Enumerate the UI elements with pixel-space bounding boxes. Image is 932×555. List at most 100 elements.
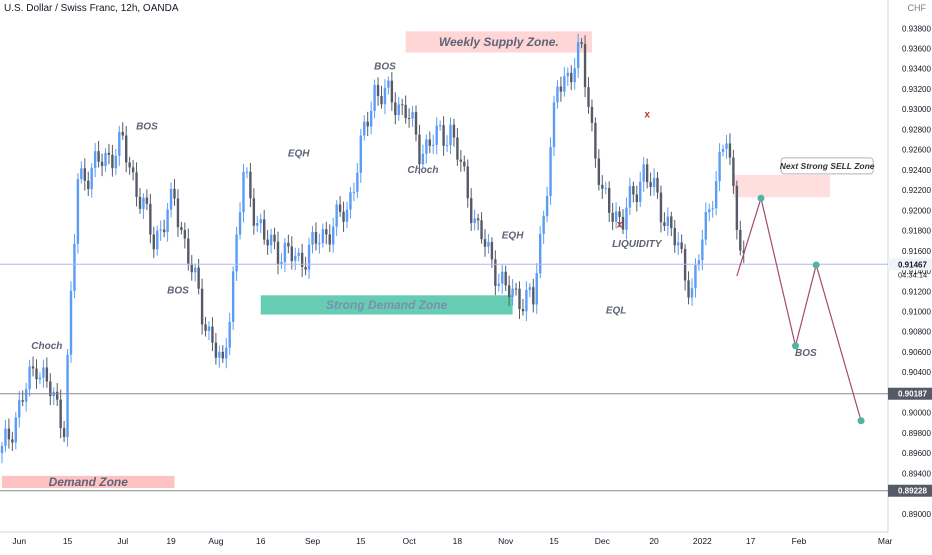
candle-body-14 bbox=[49, 381, 52, 397]
candle-body-113 bbox=[390, 80, 394, 103]
candle-body-152 bbox=[525, 289, 528, 312]
candle-body-109 bbox=[376, 84, 380, 96]
candle-body-119 bbox=[411, 112, 414, 119]
candle-body-136 bbox=[470, 198, 473, 223]
candle-body-189 bbox=[652, 177, 656, 187]
candle-body-92 bbox=[318, 243, 321, 245]
candle-body-209 bbox=[721, 148, 725, 152]
candle-body-80 bbox=[276, 241, 280, 265]
candle-body-101 bbox=[349, 192, 352, 210]
candle-body-77 bbox=[266, 239, 269, 246]
candle-body-192 bbox=[663, 222, 666, 227]
candle-body-6 bbox=[21, 400, 24, 402]
candle-body-75 bbox=[259, 219, 262, 223]
x-tick-10: Nov bbox=[498, 536, 514, 546]
candle-body-42 bbox=[145, 197, 149, 204]
zone-2 bbox=[405, 31, 592, 53]
zone-label-2: Weekly Supply Zone. bbox=[439, 35, 559, 49]
candle-body-68 bbox=[235, 234, 238, 272]
candle-body-61 bbox=[211, 326, 214, 343]
zone-label-0: Demand Zone bbox=[49, 475, 129, 489]
candle-body-195 bbox=[673, 228, 676, 246]
candle-body-54 bbox=[187, 238, 190, 264]
candle-body-82 bbox=[283, 242, 287, 263]
candle-body-135 bbox=[466, 166, 469, 199]
candle-body-107 bbox=[369, 110, 373, 127]
candle-body-187 bbox=[645, 164, 649, 183]
candle-body-56 bbox=[194, 267, 197, 273]
candle-body-190 bbox=[656, 177, 659, 193]
candle-body-58 bbox=[200, 288, 204, 325]
annotation-2: BOS bbox=[167, 285, 189, 296]
candle-body-167 bbox=[576, 42, 580, 69]
candle-body-74 bbox=[256, 222, 259, 226]
candle-body-65 bbox=[225, 347, 228, 359]
candle-body-40 bbox=[138, 196, 142, 209]
candle-body-213 bbox=[735, 185, 739, 230]
y-tick-22: 0.89400 bbox=[902, 469, 931, 478]
candle-body-130 bbox=[449, 124, 452, 146]
candle-body-154 bbox=[532, 287, 535, 305]
candle-body-178 bbox=[614, 211, 618, 222]
candle-body-125 bbox=[432, 144, 435, 146]
candle-body-146 bbox=[504, 271, 507, 286]
candle-body-44 bbox=[152, 234, 155, 250]
candle-body-151 bbox=[521, 309, 525, 312]
candle-body-186 bbox=[642, 164, 645, 182]
candle-body-212 bbox=[732, 157, 735, 186]
candle-body-36 bbox=[125, 135, 128, 163]
y-tick-1: 0.93600 bbox=[902, 45, 931, 54]
candle-body-31 bbox=[107, 152, 111, 155]
y-tick-15: 0.90800 bbox=[902, 328, 931, 337]
candle-body-176 bbox=[608, 188, 611, 213]
annotation-4: BOS bbox=[374, 62, 396, 73]
callout-box bbox=[780, 157, 874, 175]
candle-body-170 bbox=[587, 87, 590, 107]
candle-body-10 bbox=[35, 368, 38, 380]
candle-body-122 bbox=[421, 153, 425, 165]
candle-body-185 bbox=[639, 181, 642, 202]
candle-body-89 bbox=[307, 244, 311, 270]
candle-body-137 bbox=[473, 218, 476, 223]
y-tick-13: 0.91200 bbox=[902, 287, 931, 296]
y-tick-7: 0.92400 bbox=[902, 166, 931, 175]
candle-body-112 bbox=[387, 80, 390, 88]
candle-body-72 bbox=[249, 171, 252, 199]
candle-body-126 bbox=[435, 125, 438, 145]
candle-body-100 bbox=[345, 209, 349, 222]
candle-body-157 bbox=[542, 215, 545, 234]
candle-body-193 bbox=[666, 216, 670, 227]
candle-body-78 bbox=[269, 234, 273, 246]
candle-body-45 bbox=[156, 230, 159, 250]
x-tick-7: 15 bbox=[356, 536, 366, 546]
candle-body-143 bbox=[494, 259, 497, 286]
x-tick-15: 17 bbox=[746, 536, 756, 546]
x-tick-14: 2022 bbox=[693, 536, 712, 546]
candle-body-8 bbox=[28, 366, 31, 390]
projection-dot-3 bbox=[857, 417, 865, 425]
candle-body-134 bbox=[463, 161, 466, 167]
candle-body-99 bbox=[342, 211, 345, 222]
candle-body-118 bbox=[407, 118, 411, 120]
candle-body-133 bbox=[459, 159, 463, 162]
candle-body-28 bbox=[97, 151, 100, 162]
candle-body-51 bbox=[176, 198, 180, 228]
candle-body-131 bbox=[452, 124, 456, 138]
candle-body-214 bbox=[739, 229, 742, 251]
candle-body-177 bbox=[611, 212, 614, 222]
candle-body-48 bbox=[166, 209, 169, 233]
candle-body-124 bbox=[428, 139, 431, 146]
candle-body-159 bbox=[549, 147, 552, 196]
candle-body-55 bbox=[190, 263, 193, 273]
candle-body-174 bbox=[601, 184, 604, 189]
candle-body-116 bbox=[401, 104, 404, 106]
candle-body-123 bbox=[425, 139, 428, 154]
candle-body-197 bbox=[680, 242, 683, 249]
candle-body-34 bbox=[118, 131, 121, 156]
candle-body-163 bbox=[563, 76, 566, 92]
candle-body-150 bbox=[518, 288, 521, 310]
projection-dot-0 bbox=[757, 194, 765, 202]
candle-body-200 bbox=[690, 288, 694, 298]
